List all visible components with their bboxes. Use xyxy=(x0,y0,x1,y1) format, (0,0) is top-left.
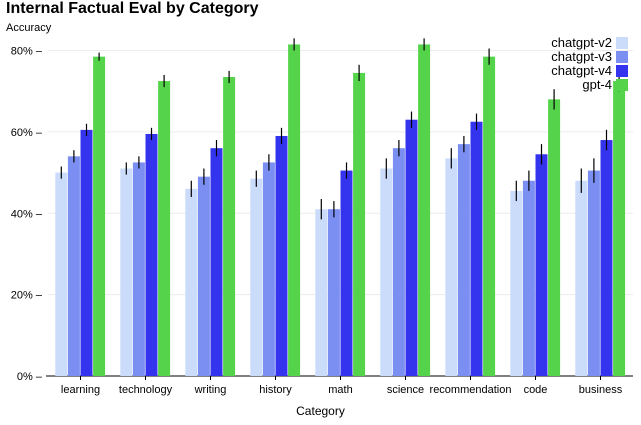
y-tick-label: 60% – xyxy=(11,127,43,139)
bar-chatgpt-v2-writing xyxy=(185,188,198,376)
y-axis-label: Accuracy xyxy=(6,22,52,34)
x-tick-label: science xyxy=(387,384,424,396)
bar-chatgpt-v2-science xyxy=(380,168,393,376)
bar-chatgpt-v3-math xyxy=(327,209,340,376)
bar-gpt-4-code xyxy=(548,99,561,376)
legend-label: gpt-4 xyxy=(582,77,612,92)
bar-chatgpt-v4-recommendation xyxy=(470,121,483,376)
bar-chatgpt-v3-history xyxy=(262,162,275,376)
x-tick-label: learning xyxy=(61,384,100,396)
bar-chatgpt-v3-learning xyxy=(67,156,80,376)
bar-gpt-4-math xyxy=(353,72,366,376)
bars xyxy=(55,38,626,377)
x-tick-label: history xyxy=(259,384,292,396)
bar-chatgpt-v2-technology xyxy=(120,168,133,376)
bar-chatgpt-v4-business xyxy=(600,140,613,376)
bar-chatgpt-v4-science xyxy=(405,119,418,377)
y-tick-label: 40% – xyxy=(11,208,43,220)
bar-gpt-4-learning xyxy=(93,56,106,376)
legend-swatch xyxy=(616,65,628,77)
x-axis-label: Category xyxy=(296,404,345,418)
bar-chatgpt-v2-learning xyxy=(55,172,68,376)
bar-chatgpt-v2-business xyxy=(575,180,588,376)
bar-gpt-4-business xyxy=(613,81,626,376)
legend-label: chatgpt-v2 xyxy=(551,35,612,50)
bar-chatgpt-v3-business xyxy=(587,170,600,376)
bar-chatgpt-v4-history xyxy=(275,135,288,376)
bar-chatgpt-v3-technology xyxy=(132,162,145,376)
bar-chatgpt-v4-math xyxy=(340,170,353,376)
legend-swatch xyxy=(616,79,628,91)
legend-label: chatgpt-v4 xyxy=(551,63,612,78)
x-axis: learning technology writing history math scie… xyxy=(61,376,623,396)
bar-chatgpt-v2-math xyxy=(315,209,328,376)
legend-swatch xyxy=(616,51,628,63)
legend-swatch xyxy=(616,37,628,49)
bar-chatgpt-v2-recommendation xyxy=(445,158,458,376)
y-tick-label: 20% – xyxy=(11,290,43,302)
bar-chatgpt-v3-writing xyxy=(197,176,210,376)
x-tick-label: math xyxy=(328,384,352,396)
chart-title: Internal Factual Eval by Category xyxy=(6,0,259,17)
bar-chatgpt-v2-code xyxy=(510,190,523,376)
x-tick-label: writing xyxy=(194,384,227,396)
bar-chatgpt-v4-code xyxy=(535,154,548,376)
bar-chatgpt-v4-technology xyxy=(145,133,158,376)
bar-gpt-4-recommendation xyxy=(483,56,496,376)
x-tick-label: business xyxy=(579,384,623,396)
x-tick-label: recommendation xyxy=(430,384,512,396)
legend-label: chatgpt-v3 xyxy=(551,49,612,64)
bar-chatgpt-v3-science xyxy=(392,148,405,376)
bar-chatgpt-v4-learning xyxy=(80,129,93,376)
bar-chatgpt-v2-history xyxy=(250,178,263,376)
y-tick-label: 80% – xyxy=(11,46,43,58)
bar-gpt-4-science xyxy=(418,44,431,377)
y-tick-label: 0% – xyxy=(17,371,43,383)
bar-chatgpt-v3-recommendation xyxy=(457,144,470,376)
bar-gpt-4-technology xyxy=(158,81,171,376)
bar-chatgpt-v4-writing xyxy=(210,148,223,376)
x-tick-label: technology xyxy=(119,384,173,396)
bar-chatgpt-v3-code xyxy=(522,180,535,376)
bar-gpt-4-history xyxy=(288,44,301,377)
x-tick-label: code xyxy=(524,384,548,396)
bar-gpt-4-writing xyxy=(223,76,236,376)
